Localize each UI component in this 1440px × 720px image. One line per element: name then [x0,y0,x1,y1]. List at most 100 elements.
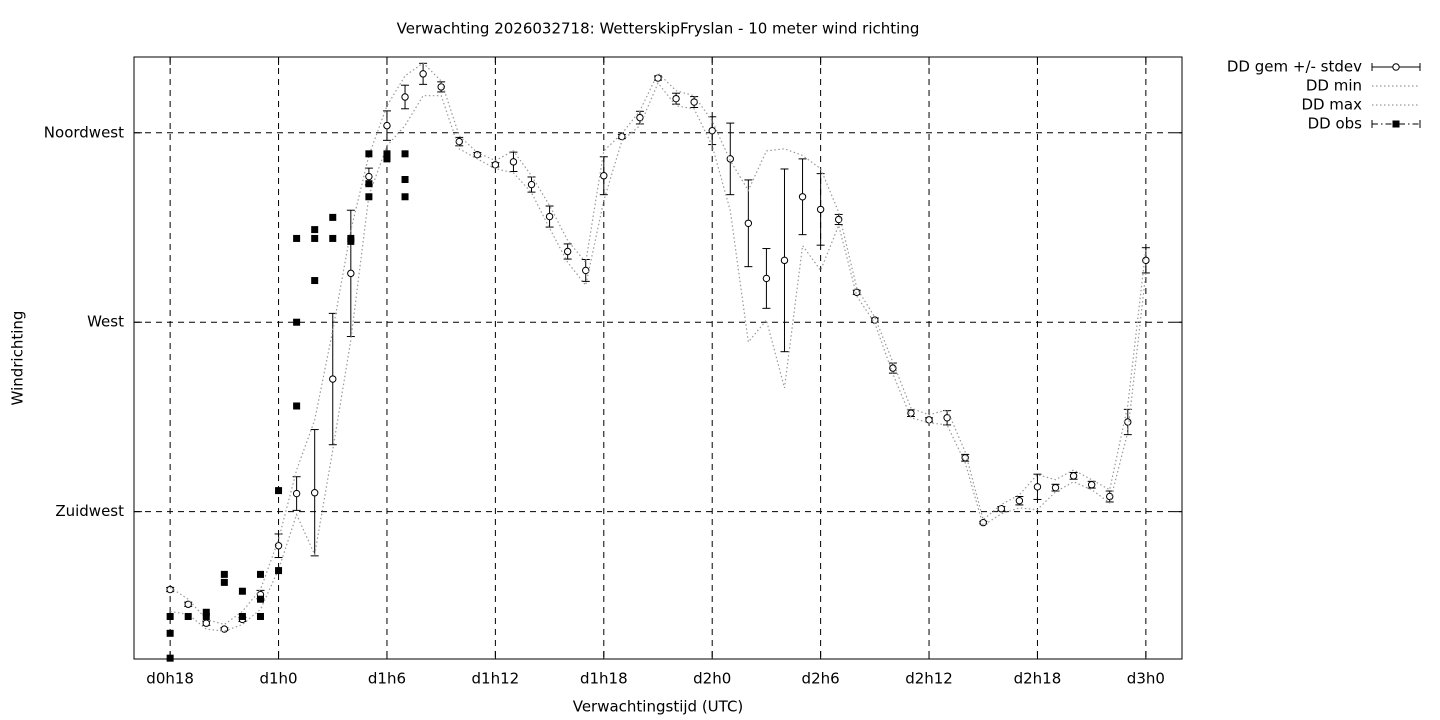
obs-point [275,567,283,575]
obs-point [166,612,174,620]
x-tick-label: d0h18 [146,670,194,688]
mean-point [708,126,716,135]
legend-marker [1392,120,1400,128]
legend-label: DD obs [1308,115,1363,133]
mean-point [401,93,409,101]
mean-point [798,193,807,201]
obs-point [293,402,301,410]
mean-point [744,219,753,227]
mean-point [202,619,210,627]
mean-point [1124,418,1132,426]
obs-point [347,237,355,245]
mean-point [220,625,229,633]
obs-point [220,570,228,578]
x-tick-label: d1h6 [368,670,406,688]
mean-point [1106,492,1114,501]
mean-point [527,180,536,189]
mean-point [1015,497,1024,505]
obs-point [166,654,174,662]
y-tick-label: Noordwest [44,123,124,141]
mean-point [365,172,373,181]
mean-point [600,172,608,180]
obs-point [401,176,409,184]
mean-point [690,98,698,106]
mean-point [329,375,337,383]
obs-point [166,629,174,637]
plot-frame [133,56,1183,660]
mean-point [943,414,951,422]
range-line [170,81,1147,632]
mean-point [672,94,680,103]
obs-point [311,226,319,234]
mean-point [419,70,427,78]
mean-point [816,205,825,214]
x-tick-label: d2h0 [693,670,731,688]
y-tick-label: West [87,313,124,331]
mean-point [997,505,1006,513]
mean-point [509,158,518,166]
obs-point [401,150,409,158]
x-tick-label: d1h0 [259,670,297,688]
grid [134,57,1182,659]
obs-point [329,234,337,242]
obs-point [238,587,246,595]
obs-point [220,578,228,586]
obs-point [202,612,210,620]
obs-point [365,150,373,158]
obs-point [293,234,301,242]
obs-point [365,180,373,188]
obs-point [383,155,391,163]
mean-point [184,600,192,608]
mean-point [1069,472,1078,480]
obs-point [256,595,264,603]
mean-point [654,74,662,82]
mean-point [853,288,861,297]
mean-point [545,212,554,221]
chart-title: Verwachting 2026032718: WetterskipFrysla… [397,20,920,38]
mean-point [383,121,391,130]
obs-point [329,213,337,221]
obs-point [275,487,283,495]
mean-point [563,247,572,256]
mean-point [437,83,445,91]
y-tick-label: Zuidwest [55,502,124,520]
mean-point [726,155,734,163]
obs-point [256,612,264,620]
mean-point [166,585,174,594]
obs-point [311,234,319,242]
x-tick-label: d1h18 [580,670,628,688]
mean-point [292,489,301,498]
mean-point [310,489,319,497]
mean-point [582,266,590,275]
x-tick-label: d2h12 [905,670,953,688]
range-line [169,62,1147,626]
obs-point [202,608,210,616]
x-tick-label: d3h0 [1127,670,1165,688]
x-axis-label: Verwachtingstijd (UTC) [573,698,744,716]
legend-label: DD min [1306,77,1362,95]
x-tick-label: d2h18 [1014,670,1062,688]
mean-point [274,542,283,550]
mean-point [1033,483,1042,491]
mean-point [347,269,355,278]
obs-point [311,277,319,285]
obs-point [293,318,301,326]
mean-point [1051,483,1060,492]
mean-point [636,113,644,122]
y-axis-label: Windrichting [9,311,27,406]
obs-point [238,612,246,620]
legend-label: DD max [1301,96,1362,114]
x-tick-label: d2h6 [802,670,840,688]
mean-point [1142,256,1150,265]
mean-point [1087,481,1096,489]
mean-point [925,416,933,424]
obs-point [184,612,192,620]
x-tick-label: d1h12 [472,670,520,688]
legend-marker [1392,63,1400,71]
mean-point [491,161,500,169]
obs-point [401,193,409,201]
obs-point [256,570,264,578]
mean-point [762,274,771,283]
